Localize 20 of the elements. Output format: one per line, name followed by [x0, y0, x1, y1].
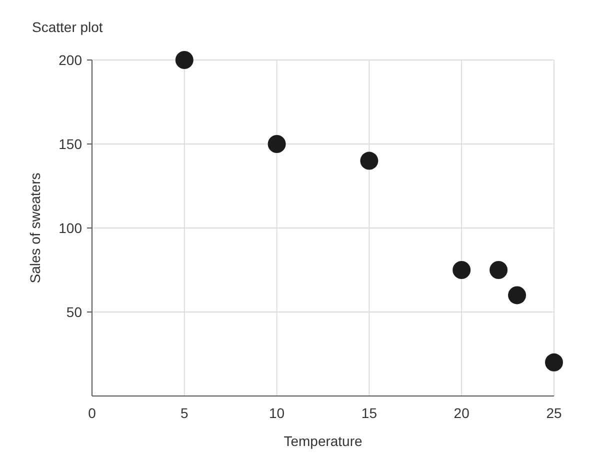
point	[452, 261, 471, 279]
point	[508, 286, 526, 304]
y-tick-label: 200	[58, 52, 82, 68]
x-tick-label: 0	[88, 405, 96, 421]
chart-title: Scatter plot	[32, 19, 103, 35]
y-tick-label: 100	[58, 220, 82, 236]
y-tick-label: 50	[66, 304, 82, 320]
point	[175, 51, 194, 69]
point	[268, 135, 286, 153]
y-tick-label: 150	[58, 136, 82, 152]
x-axis-title: Temperature	[284, 433, 363, 449]
x-tick-label: 25	[546, 405, 562, 421]
point	[490, 261, 508, 279]
point	[545, 353, 563, 372]
x-tick-label: 20	[454, 405, 470, 421]
x-tick-label: 10	[269, 405, 285, 421]
y-axis-title: Sales of sweaters	[27, 172, 43, 284]
x-tick-label: 15	[361, 405, 378, 421]
point	[360, 152, 378, 170]
x-tick-label: 5	[180, 405, 188, 421]
